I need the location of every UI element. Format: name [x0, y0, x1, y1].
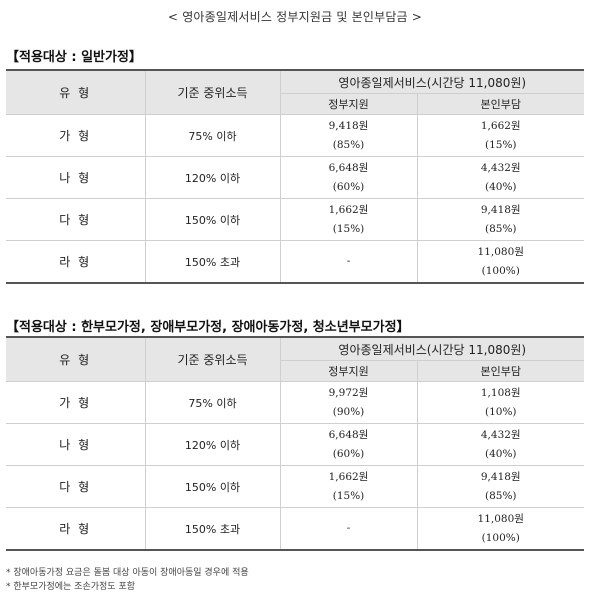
- table-row: 라 형 150% 초과 - 11,080원 (100%): [6, 240, 584, 284]
- self-percent: (10%): [484, 405, 517, 418]
- self-cell: 9,418원 (85%): [417, 198, 584, 241]
- gov-cell: 1,662원 (15%): [280, 198, 418, 241]
- type-cell: 가 형: [6, 381, 146, 424]
- self-cell: 1,108원 (10%): [417, 381, 584, 424]
- self-amount: 11,080원: [477, 245, 524, 258]
- self-cell: 1,662원 (15%): [417, 114, 584, 157]
- self-amount: 1,108원: [480, 386, 521, 399]
- gov-percent: (85%): [332, 138, 365, 151]
- header-type: 유 형: [6, 69, 146, 115]
- self-cell: 9,418원 (85%): [417, 465, 584, 508]
- header-self-pay: 본인부담: [417, 360, 584, 382]
- income-cell: 75% 이하: [145, 381, 281, 424]
- gov-percent: (15%): [332, 489, 365, 502]
- gov-amount: 6,648원: [328, 161, 369, 174]
- table-row: 다 형 150% 이하 1,662원 (15%) 9,418원 (85%): [6, 198, 584, 241]
- self-percent: (15%): [484, 138, 517, 151]
- table-row: 나 형 120% 이하 6,648원 (60%) 4,432원 (40%): [6, 423, 584, 466]
- gov-amount: 1,662원: [328, 470, 369, 483]
- type-cell: 나 형: [6, 156, 146, 199]
- gov-cell: 6,648원 (60%): [280, 156, 418, 199]
- self-percent: (85%): [484, 489, 517, 502]
- income-cell: 150% 이하: [145, 465, 281, 508]
- self-percent: (100%): [481, 264, 520, 277]
- self-amount: 4,432원: [480, 161, 521, 174]
- header-income: 기준 중위소득: [145, 69, 281, 115]
- table-row: 라 형 150% 초과 - 11,080원 (100%): [6, 507, 584, 551]
- header-service: 영아종일제서비스(시간당 11,080원): [280, 336, 584, 361]
- gov-percent: (15%): [332, 222, 365, 235]
- table-row: 나 형 120% 이하 6,648원 (60%) 4,432원 (40%): [6, 156, 584, 199]
- income-cell: 120% 이하: [145, 156, 281, 199]
- footnote: * 한부모가정에는 조손가정도 포함: [6, 582, 136, 592]
- gov-cell: 1,662원 (15%): [280, 465, 418, 508]
- self-cell: 11,080원 (100%): [417, 507, 584, 551]
- self-amount: 4,432원: [480, 428, 521, 441]
- gov-amount: 9,972원: [328, 386, 369, 399]
- self-cell: 4,432원 (40%): [417, 423, 584, 466]
- section-title-general: 【적용대상 : 일반가정】: [6, 50, 142, 65]
- type-cell: 나 형: [6, 423, 146, 466]
- fee-table-general: 유 형 기준 중위소득 영아종일제서비스(시간당 11,080원) 정부지원 본…: [6, 69, 584, 284]
- income-cell: 150% 초과: [145, 240, 281, 284]
- gov-percent: (60%): [332, 447, 365, 460]
- page-title: < 영아종일제서비스 정부지원금 및 본인부담금 >: [167, 10, 423, 24]
- footnotes: * 장애아동가정 요금은 돌봄 대상 아동이 장애아동일 경우에 적용 * 한부…: [6, 566, 249, 594]
- type-cell: 다 형: [6, 198, 146, 241]
- income-cell: 150% 이하: [145, 198, 281, 241]
- footnote: * 장애아동가정 요금은 돌봄 대상 아동이 장애아동일 경우에 적용: [6, 568, 249, 578]
- gov-cell: -: [280, 507, 418, 551]
- type-cell: 라 형: [6, 240, 146, 284]
- income-cell: 120% 이하: [145, 423, 281, 466]
- type-cell: 라 형: [6, 507, 146, 551]
- header-type: 유 형: [6, 336, 146, 382]
- gov-percent: (60%): [332, 180, 365, 193]
- self-amount: 9,418원: [480, 203, 521, 216]
- gov-percent: (90%): [332, 405, 365, 418]
- self-amount: 11,080원: [477, 512, 524, 525]
- income-cell: 150% 초과: [145, 507, 281, 551]
- gov-cell: 9,972원 (90%): [280, 381, 418, 424]
- income-cell: 75% 이하: [145, 114, 281, 157]
- self-percent: (40%): [484, 180, 517, 193]
- gov-amount: -: [346, 522, 351, 534]
- type-cell: 다 형: [6, 465, 146, 508]
- fee-table-special: 유 형 기준 중위소득 영아종일제서비스(시간당 11,080원) 정부지원 본…: [6, 336, 584, 551]
- gov-amount: 9,418원: [328, 119, 369, 132]
- table-row: 다 형 150% 이하 1,662원 (15%) 9,418원 (85%): [6, 465, 584, 508]
- header-self-pay: 본인부담: [417, 93, 584, 115]
- self-cell: 11,080원 (100%): [417, 240, 584, 284]
- self-percent: (85%): [484, 222, 517, 235]
- self-cell: 4,432원 (40%): [417, 156, 584, 199]
- self-percent: (40%): [484, 447, 517, 460]
- header-gov-support: 정부지원: [280, 360, 418, 382]
- self-amount: 1,662원: [480, 119, 521, 132]
- gov-amount: 1,662원: [328, 203, 369, 216]
- table-row: 가 형 75% 이하 9,418원 (85%) 1,662원 (15%): [6, 114, 584, 157]
- gov-cell: 6,648원 (60%): [280, 423, 418, 466]
- header-gov-support: 정부지원: [280, 93, 418, 115]
- section-title-special: 【적용대상 : 한부모가정, 장애부모가정, 장애아동가정, 청소년부모가정】: [6, 320, 410, 335]
- gov-amount: 6,648원: [328, 428, 369, 441]
- self-percent: (100%): [481, 531, 520, 544]
- self-amount: 9,418원: [480, 470, 521, 483]
- gov-cell: 9,418원 (85%): [280, 114, 418, 157]
- gov-cell: -: [280, 240, 418, 284]
- gov-amount: -: [346, 255, 351, 267]
- header-income: 기준 중위소득: [145, 336, 281, 382]
- type-cell: 가 형: [6, 114, 146, 157]
- header-service: 영아종일제서비스(시간당 11,080원): [280, 69, 584, 94]
- table-row: 가 형 75% 이하 9,972원 (90%) 1,108원 (10%): [6, 381, 584, 424]
